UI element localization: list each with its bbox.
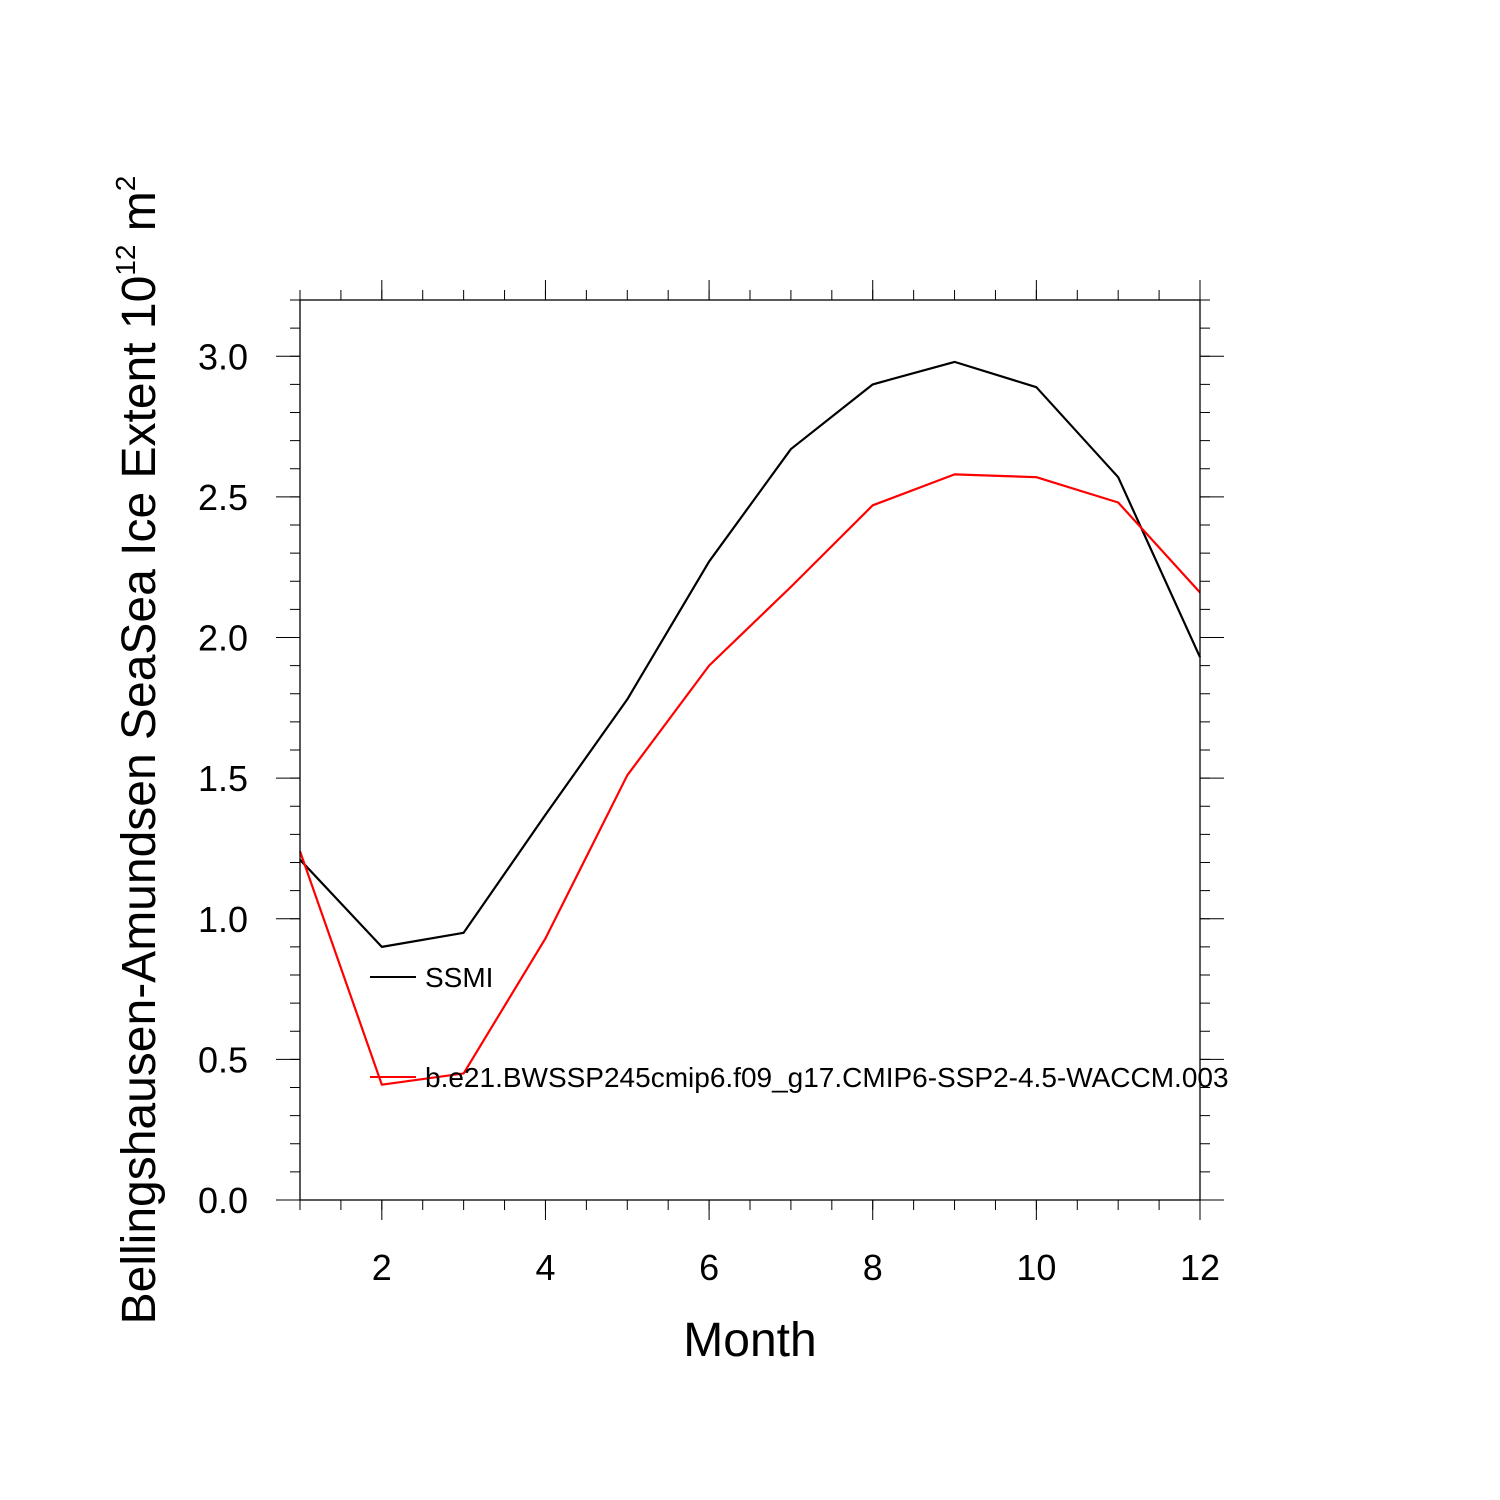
y-axis-label-main: Bellingshausen-Amundsen SeaSea Ice Exten… [113, 276, 166, 1325]
x-tick-label: 10 [1016, 1247, 1056, 1288]
y-axis-label: Bellingshausen-Amundsen SeaSea Ice Exten… [110, 176, 166, 1325]
y-tick-label: 0.5 [198, 1039, 248, 1080]
y-tick-label: 0.0 [198, 1180, 248, 1221]
y-tick-label: 2.0 [198, 618, 248, 659]
y-tick-label: 2.5 [198, 477, 248, 518]
x-tick-label: 2 [372, 1247, 392, 1288]
series-line-model [298, 473, 1201, 1086]
y-tick-label: 3.0 [198, 336, 248, 377]
y-axis-label-exponent: 12 [110, 245, 141, 276]
legend: SSMI b.e21.BWSSP245cmip6.f09_g17.CMIP6-S… [370, 962, 1229, 1093]
ticks-layer [276, 280, 1224, 1220]
y-tick-label: 1.0 [198, 899, 248, 940]
legend-label-ssmi: SSMI [425, 962, 493, 993]
series-line-ssmi [299, 360, 1202, 948]
series-layer [298, 360, 1202, 1086]
x-tick-label: 4 [535, 1247, 555, 1288]
y-axis-label-unit: m [113, 191, 166, 244]
x-tick-label: 8 [863, 1247, 883, 1288]
x-tick-label: 6 [699, 1247, 719, 1288]
x-tick-label: 12 [1180, 1247, 1220, 1288]
y-tick-label: 1.5 [198, 758, 248, 799]
y-axis-label-unit-exponent: 2 [110, 176, 141, 192]
plot-frame [299, 299, 1201, 1201]
tick-label-layer: 2 4 6 8 10 12 0.0 0.5 1.0 1.5 2.0 2.5 3.0 [198, 336, 1220, 1288]
x-axis-label: Month [683, 1314, 816, 1367]
legend-label-model: b.e21.BWSSP245cmip6.f09_g17.CMIP6-SSP2-4… [425, 1062, 1229, 1093]
